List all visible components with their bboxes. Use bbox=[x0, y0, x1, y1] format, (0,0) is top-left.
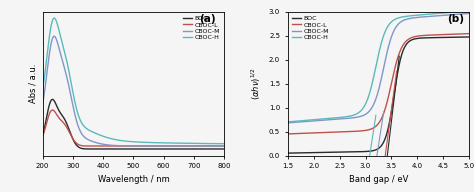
Line: BOC: BOC bbox=[288, 37, 469, 153]
CBOC-M bbox=[216, 145, 222, 147]
CBOC-M bbox=[216, 145, 222, 147]
CBOC-H bbox=[461, 10, 467, 13]
BOC bbox=[428, 36, 434, 39]
CBOC-H bbox=[123, 140, 129, 142]
BOC bbox=[285, 152, 291, 154]
CBOC-L bbox=[373, 125, 379, 127]
Y-axis label: $(\alpha h\nu)^{1/2}$: $(\alpha h\nu)^{1/2}$ bbox=[250, 67, 263, 100]
CBOC-L bbox=[110, 145, 116, 147]
CBOC-H bbox=[51, 17, 57, 19]
CBOC-L bbox=[183, 145, 189, 147]
X-axis label: Band gap / eV: Band gap / eV bbox=[349, 175, 408, 184]
CBOC-M bbox=[428, 15, 434, 17]
CBOC-H bbox=[285, 121, 291, 123]
Line: CBOC-M: CBOC-M bbox=[288, 13, 469, 123]
CBOC-L bbox=[221, 145, 227, 147]
CBOC-H bbox=[128, 141, 134, 143]
CBOC-H bbox=[461, 10, 467, 13]
Legend: BOC, CBOC-L, CBOC-M, CBOC-H: BOC, CBOC-L, CBOC-M, CBOC-H bbox=[291, 15, 330, 41]
CBOC-M bbox=[294, 121, 300, 123]
Line: CBOC-L: CBOC-L bbox=[288, 34, 469, 134]
Legend: BOC, CBOC-L, CBOC-M, CBOC-H: BOC, CBOC-L, CBOC-M, CBOC-H bbox=[182, 15, 221, 41]
BOC bbox=[183, 148, 189, 150]
CBOC-L bbox=[285, 133, 291, 135]
CBOC-M bbox=[128, 145, 134, 147]
Line: CBOC-H: CBOC-H bbox=[43, 18, 224, 144]
CBOC-L bbox=[50, 109, 55, 111]
CBOC-M bbox=[466, 12, 472, 15]
CBOC-H bbox=[183, 142, 189, 144]
BOC bbox=[216, 148, 222, 150]
X-axis label: Wavelength / nm: Wavelength / nm bbox=[98, 175, 169, 184]
CBOC-M bbox=[123, 145, 129, 147]
CBOC-H bbox=[216, 142, 222, 145]
CBOC-M bbox=[221, 145, 227, 147]
CBOC-H bbox=[221, 143, 227, 145]
CBOC-H bbox=[216, 142, 222, 145]
Text: (a): (a) bbox=[199, 14, 215, 24]
BOC bbox=[221, 148, 227, 150]
CBOC-L bbox=[123, 145, 129, 147]
BOC bbox=[461, 36, 467, 38]
Line: CBOC-M: CBOC-M bbox=[43, 36, 224, 146]
CBOC-M bbox=[183, 145, 189, 147]
BOC bbox=[123, 148, 129, 150]
CBOC-M bbox=[461, 13, 467, 15]
BOC bbox=[466, 36, 472, 38]
CBOC-L bbox=[216, 145, 222, 147]
Y-axis label: Abs / a.u.: Abs / a.u. bbox=[28, 64, 37, 103]
BOC bbox=[111, 148, 117, 150]
CBOC-L bbox=[461, 33, 467, 35]
CBOC-L bbox=[428, 34, 434, 36]
CBOC-M bbox=[368, 108, 374, 110]
BOC bbox=[128, 148, 134, 150]
BOC bbox=[216, 148, 222, 150]
CBOC-H bbox=[373, 65, 379, 67]
CBOC-M bbox=[373, 97, 379, 100]
CBOC-L bbox=[40, 135, 46, 138]
Line: BOC: BOC bbox=[43, 99, 224, 149]
CBOC-L bbox=[216, 145, 222, 147]
CBOC-L bbox=[128, 145, 134, 147]
Text: (b): (b) bbox=[447, 14, 465, 24]
CBOC-M bbox=[51, 35, 57, 37]
CBOC-L bbox=[466, 32, 472, 35]
CBOC-H bbox=[428, 13, 434, 15]
BOC bbox=[461, 36, 467, 38]
BOC bbox=[50, 98, 55, 101]
CBOC-L bbox=[294, 132, 300, 135]
Line: CBOC-L: CBOC-L bbox=[43, 110, 224, 146]
CBOC-L bbox=[368, 128, 374, 130]
CBOC-M bbox=[285, 122, 291, 124]
CBOC-L bbox=[49, 109, 55, 111]
CBOC-H bbox=[368, 86, 374, 89]
CBOC-H bbox=[40, 87, 46, 90]
CBOC-H bbox=[466, 10, 472, 13]
CBOC-H bbox=[49, 21, 55, 23]
BOC bbox=[368, 150, 374, 152]
CBOC-L bbox=[461, 33, 467, 35]
CBOC-H bbox=[458, 10, 464, 13]
CBOC-M bbox=[40, 103, 46, 105]
BOC bbox=[49, 98, 55, 101]
BOC bbox=[40, 135, 46, 137]
CBOC-M bbox=[49, 39, 55, 41]
BOC bbox=[373, 149, 379, 151]
CBOC-M bbox=[461, 13, 467, 15]
CBOC-H bbox=[294, 120, 300, 122]
Line: CBOC-H: CBOC-H bbox=[288, 12, 469, 122]
BOC bbox=[294, 152, 300, 154]
